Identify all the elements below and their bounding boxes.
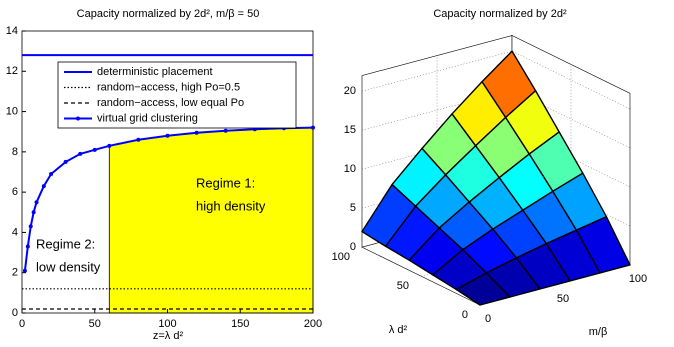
x-tick-label: 50 bbox=[397, 280, 409, 292]
y-tick-label: 4 bbox=[12, 226, 18, 238]
series-marker bbox=[28, 224, 33, 229]
highlight-region bbox=[108, 127, 314, 314]
z-tick-label: 15 bbox=[344, 124, 356, 136]
series-marker bbox=[311, 125, 315, 130]
annotation: Regime 1: bbox=[196, 175, 255, 190]
series-marker bbox=[136, 137, 141, 142]
series-marker bbox=[41, 184, 46, 189]
surface-cell bbox=[455, 272, 511, 306]
y-tick-label: 6 bbox=[12, 186, 18, 198]
y-tick-label: 12 bbox=[6, 65, 18, 77]
y-axis-label: m/β bbox=[589, 326, 608, 338]
y-tick-label: 0 bbox=[12, 307, 18, 319]
legend-label: random−access, high Po=0.5 bbox=[97, 81, 240, 93]
grid-line bbox=[361, 89, 631, 149]
z-tick-label: 0 bbox=[350, 241, 356, 253]
annotation: low density bbox=[36, 259, 101, 274]
x-tick-label: 150 bbox=[231, 318, 249, 330]
legend-marker bbox=[76, 116, 80, 121]
x-tick-label: 100 bbox=[158, 318, 176, 330]
series-marker bbox=[223, 128, 228, 133]
z-tick-label: 5 bbox=[350, 202, 356, 214]
x-axis-label: z=λ d² bbox=[153, 330, 184, 342]
series-marker bbox=[49, 172, 54, 177]
y-tick-label: 14 bbox=[6, 25, 18, 37]
y-tick-label: 50 bbox=[557, 293, 569, 305]
legend-box bbox=[57, 61, 297, 129]
y-tick-label: 8 bbox=[12, 146, 18, 158]
y-tick-label: 0 bbox=[485, 313, 491, 325]
series-marker bbox=[22, 268, 27, 273]
x-tick-label: 0 bbox=[19, 318, 25, 330]
y-tick-label: 2 bbox=[12, 267, 18, 279]
z-tick-label: 20 bbox=[344, 85, 356, 97]
series-marker bbox=[194, 130, 199, 135]
legend-label: random−access, low equal Po bbox=[97, 97, 244, 109]
series-marker bbox=[34, 200, 39, 205]
y-tick-label: 100 bbox=[629, 273, 647, 285]
series-marker bbox=[31, 210, 36, 215]
x-axis-label: λ d² bbox=[389, 324, 408, 336]
annotation: Regime 2: bbox=[36, 236, 95, 251]
legend-label: virtual grid clustering bbox=[97, 112, 198, 124]
series-marker bbox=[25, 244, 30, 249]
series-line bbox=[23, 126, 314, 271]
y-tick-label: 10 bbox=[6, 105, 18, 117]
grid-line bbox=[361, 50, 631, 110]
series-marker bbox=[107, 143, 112, 148]
left-title: Capacity normalized by 2d², m/β = 50 bbox=[77, 8, 260, 20]
x-tick-label: 0 bbox=[462, 309, 468, 321]
right-title: Capacity normalized by 2d² bbox=[433, 8, 567, 20]
series-marker bbox=[78, 151, 83, 156]
annotation: high density bbox=[196, 198, 266, 213]
x-tick-label: 200 bbox=[304, 318, 322, 330]
series-marker bbox=[92, 147, 97, 152]
legend-label: deterministic placement bbox=[97, 66, 213, 78]
x-tick-label: 50 bbox=[89, 318, 101, 330]
grid-line bbox=[361, 128, 631, 188]
x-tick-label: 100 bbox=[332, 251, 350, 263]
z-tick-label: 10 bbox=[344, 163, 356, 175]
series-marker bbox=[165, 133, 170, 138]
series-marker bbox=[63, 159, 68, 164]
